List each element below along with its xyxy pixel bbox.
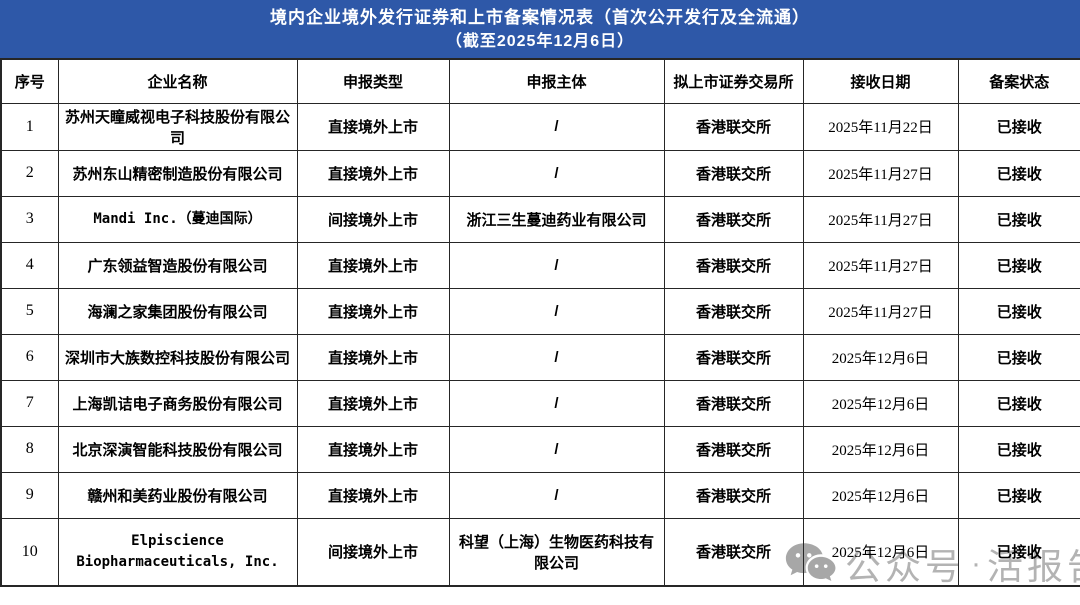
- col-header-type: 申报类型: [296, 58, 450, 104]
- col-header-no: 序号: [0, 58, 59, 104]
- col-header-company: 企业名称: [57, 58, 298, 104]
- cell-no: 9: [0, 471, 59, 519]
- status-badge: 已接收: [957, 287, 1080, 335]
- cell-type: 直接境外上市: [296, 333, 450, 381]
- table-row: 6 深圳市大族数控科技股份有限公司 直接境外上市 / 香港联交所 2025年12…: [0, 333, 1080, 381]
- cell-no: 5: [0, 287, 59, 335]
- cell-entity: /: [448, 425, 665, 473]
- page-subtitle-date: （截至2025年12月6日）: [445, 32, 635, 50]
- status-badge: 已接收: [957, 517, 1080, 587]
- col-header-entity: 申报主体: [448, 58, 665, 104]
- cell-entity: /: [448, 471, 665, 519]
- cell-exchange: 香港联交所: [663, 379, 804, 427]
- cell-date: 2025年11月27日: [802, 149, 959, 197]
- cell-date: 2025年12月6日: [802, 333, 959, 381]
- table-row: 10 Elpiscience Biopharmaceuticals, Inc. …: [0, 517, 1080, 587]
- cell-no: 1: [0, 102, 59, 151]
- status-badge: 已接收: [957, 471, 1080, 519]
- cell-no: 4: [0, 241, 59, 289]
- status-badge: 已接收: [957, 102, 1080, 151]
- cell-type: 直接境外上市: [296, 149, 450, 197]
- cell-entity: /: [448, 149, 665, 197]
- cell-entity: /: [448, 379, 665, 427]
- cell-entity: 科望（上海）生物医药科技有限公司: [448, 517, 665, 587]
- cell-date: 2025年12月6日: [802, 517, 959, 587]
- table-row: 8 北京深演智能科技股份有限公司 直接境外上市 / 香港联交所 2025年12月…: [0, 425, 1080, 473]
- cell-exchange: 香港联交所: [663, 195, 804, 243]
- cell-no: 6: [0, 333, 59, 381]
- table-header-row: 序号 企业名称 申报类型 申报主体 拟上市证券交易所 接收日期 备案状态: [0, 58, 1080, 104]
- status-badge: 已接收: [957, 195, 1080, 243]
- cell-exchange: 香港联交所: [663, 471, 804, 519]
- table-row: 2 苏州东山精密制造股份有限公司 直接境外上市 / 香港联交所 2025年11月…: [0, 149, 1080, 197]
- cell-exchange: 香港联交所: [663, 287, 804, 335]
- cell-type: 直接境外上市: [296, 471, 450, 519]
- cell-type: 间接境外上市: [296, 517, 450, 587]
- table-row: 4 广东领益智造股份有限公司 直接境外上市 / 香港联交所 2025年11月27…: [0, 241, 1080, 289]
- cell-exchange: 香港联交所: [663, 102, 804, 151]
- cell-company: 广东领益智造股份有限公司: [57, 241, 298, 289]
- table-title-banner: 境内企业境外发行证券和上市备案情况表（首次公开发行及全流通） （截至2025年1…: [0, 0, 1080, 58]
- cell-company: 深圳市大族数控科技股份有限公司: [57, 333, 298, 381]
- table-row: 1 苏州天瞳威视电子科技股份有限公司 直接境外上市 / 香港联交所 2025年1…: [0, 102, 1080, 151]
- cell-company: Elpiscience Biopharmaceuticals, Inc.: [57, 517, 298, 587]
- filing-status-table: 序号 企业名称 申报类型 申报主体 拟上市证券交易所 接收日期 备案状态 1 苏…: [0, 58, 1080, 587]
- cell-type: 直接境外上市: [296, 425, 450, 473]
- cell-exchange: 香港联交所: [663, 149, 804, 197]
- cell-no: 8: [0, 425, 59, 473]
- cell-company: 苏州东山精密制造股份有限公司: [57, 149, 298, 197]
- status-badge: 已接收: [957, 333, 1080, 381]
- cell-date: 2025年12月6日: [802, 425, 959, 473]
- cell-company: 苏州天瞳威视电子科技股份有限公司: [57, 102, 298, 151]
- cell-entity: /: [448, 102, 665, 151]
- col-header-status: 备案状态: [957, 58, 1080, 104]
- cell-type: 间接境外上市: [296, 195, 450, 243]
- cell-no: 3: [0, 195, 59, 243]
- cell-entity: /: [448, 287, 665, 335]
- cell-entity: 浙江三生蔓迪药业有限公司: [448, 195, 665, 243]
- status-badge: 已接收: [957, 241, 1080, 289]
- col-header-exchange: 拟上市证券交易所: [663, 58, 804, 104]
- cell-date: 2025年11月27日: [802, 195, 959, 243]
- cell-type: 直接境外上市: [296, 102, 450, 151]
- cell-exchange: 香港联交所: [663, 517, 804, 587]
- table-row: 9 赣州和美药业股份有限公司 直接境外上市 / 香港联交所 2025年12月6日…: [0, 471, 1080, 519]
- cell-type: 直接境外上市: [296, 287, 450, 335]
- status-badge: 已接收: [957, 379, 1080, 427]
- cell-no: 7: [0, 379, 59, 427]
- cell-company: 赣州和美药业股份有限公司: [57, 471, 298, 519]
- cell-date: 2025年11月22日: [802, 102, 959, 151]
- cell-no: 10: [0, 517, 59, 587]
- cell-company: 海澜之家集团股份有限公司: [57, 287, 298, 335]
- table-row: 5 海澜之家集团股份有限公司 直接境外上市 / 香港联交所 2025年11月27…: [0, 287, 1080, 335]
- table-row: 3 Mandi Inc.（蔓迪国际） 间接境外上市 浙江三生蔓迪药业有限公司 香…: [0, 195, 1080, 243]
- status-badge: 已接收: [957, 149, 1080, 197]
- cell-company: 北京深演智能科技股份有限公司: [57, 425, 298, 473]
- cell-entity: /: [448, 333, 665, 381]
- cell-exchange: 香港联交所: [663, 425, 804, 473]
- cell-exchange: 香港联交所: [663, 241, 804, 289]
- cell-entity: /: [448, 241, 665, 289]
- table-row: 7 上海凯诘电子商务股份有限公司 直接境外上市 / 香港联交所 2025年12月…: [0, 379, 1080, 427]
- cell-date: 2025年12月6日: [802, 471, 959, 519]
- cell-type: 直接境外上市: [296, 241, 450, 289]
- cell-type: 直接境外上市: [296, 379, 450, 427]
- cell-date: 2025年12月6日: [802, 379, 959, 427]
- cell-date: 2025年11月27日: [802, 287, 959, 335]
- status-badge: 已接收: [957, 425, 1080, 473]
- cell-company: Mandi Inc.（蔓迪国际）: [57, 195, 298, 243]
- cell-exchange: 香港联交所: [663, 333, 804, 381]
- cell-company: 上海凯诘电子商务股份有限公司: [57, 379, 298, 427]
- page-title: 境内企业境外发行证券和上市备案情况表（首次公开发行及全流通）: [270, 7, 810, 27]
- col-header-date: 接收日期: [802, 58, 959, 104]
- cell-no: 2: [0, 149, 59, 197]
- cell-date: 2025年11月27日: [802, 241, 959, 289]
